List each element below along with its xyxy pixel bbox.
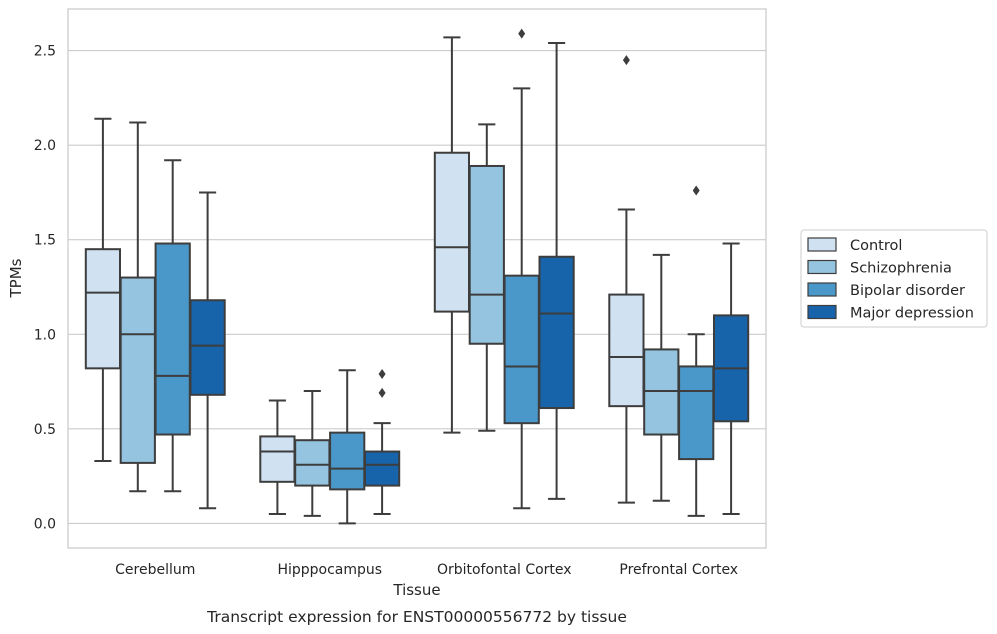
box-3-1 [643, 253, 680, 502]
outlier-point [378, 387, 386, 398]
box-iqr [84, 248, 122, 370]
box-3-0 [608, 55, 645, 504]
outlier-point [692, 185, 700, 196]
legend: Control Schizophrenia Bipolar disorder Majo… [800, 229, 988, 328]
box-1-2 [329, 369, 366, 525]
legend-item: Bipolar disorder [807, 282, 965, 299]
x-axis-ticks: Cerebellum Hipppocampus Orbitofontal Corte… [115, 562, 738, 578]
x-tick-label: Prefrontal Cortex [619, 562, 738, 578]
box-iqr [154, 242, 191, 436]
legend-swatch [807, 282, 837, 297]
box-2-1 [468, 123, 505, 432]
legend-item: Major depression [807, 304, 974, 322]
box-0-3 [189, 191, 226, 510]
legend-label: Major depression [850, 306, 974, 322]
box-1-3 [363, 369, 401, 515]
box-iqr [294, 439, 331, 487]
legend-swatch [807, 259, 837, 275]
box-1-1 [294, 390, 331, 517]
outlier-point [518, 28, 526, 39]
y-tick-label: 1.0 [34, 327, 56, 343]
box-iqr [468, 164, 505, 345]
legend-item: Schizophrenia [807, 259, 952, 277]
legend-swatch [807, 237, 837, 252]
box-3-2 [678, 185, 715, 517]
y-tick-label: 0.5 [34, 422, 56, 438]
x-tick-label: Cerebellum [115, 562, 195, 578]
y-tick-label: 2.5 [34, 44, 56, 60]
legend-label: Schizophrenia [850, 261, 952, 277]
box-3-3 [712, 242, 750, 515]
legend-label: Bipolar disorder [850, 283, 965, 299]
y-axis-label: TPMs [7, 258, 25, 298]
box-2-3 [538, 42, 575, 500]
legend-swatch [807, 304, 837, 320]
outlier-point [378, 369, 386, 380]
box-iqr [329, 431, 366, 491]
box-iqr [363, 450, 401, 487]
y-axis-ticks: 0.0 0.5 1.0 1.5 2.0 2.5 [34, 44, 56, 533]
legend-label: Control [850, 238, 902, 254]
box-iqr [538, 255, 575, 410]
box-2-0 [433, 36, 471, 434]
box-0-2 [154, 159, 191, 493]
x-tick-label: Hipppocampus [277, 562, 382, 578]
box-series [84, 28, 750, 525]
box-0-1 [119, 121, 156, 493]
box-iqr [608, 293, 645, 408]
box-iqr [189, 299, 226, 396]
box-iqr [433, 151, 471, 313]
legend-item: Control [807, 237, 902, 254]
box-iqr [119, 276, 156, 464]
box-0-0 [84, 117, 122, 463]
chart-caption: Transcript expression for ENST0000055677… [206, 608, 627, 626]
box-1-0 [259, 399, 296, 515]
plot-area-frame [67, 8, 767, 549]
outlier-point [622, 55, 630, 66]
box-iqr [503, 274, 540, 425]
x-tick-label: Orbitofontal Cortex [437, 562, 572, 578]
box-2-2 [503, 28, 540, 510]
box-iqr [259, 435, 296, 483]
box-iqr [678, 365, 715, 461]
legend-frame [800, 229, 988, 328]
x-axis-label: Tissue [392, 581, 440, 599]
y-tick-label: 2.0 [34, 138, 56, 154]
y-tick-label: 1.5 [34, 233, 56, 249]
y-tick-label: 0.0 [34, 516, 56, 532]
